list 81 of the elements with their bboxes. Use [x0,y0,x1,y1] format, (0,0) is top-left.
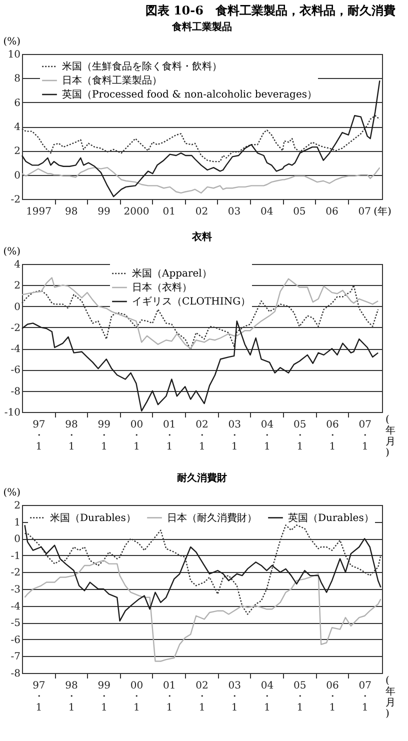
y-tick-label: -8 [10,668,20,680]
legend-label: 米国（生鮮食品を除く食料・飲料） [62,60,222,72]
x-tick-label: 01 ・ 1 [163,680,176,714]
y-tick-label: -2 [10,322,20,334]
x-tick-label: 01 ・ 1 [163,420,176,452]
x-tick-label: 02 ・ 1 [196,420,208,452]
chart-title: 衣料 [191,231,212,243]
x-tick-label: 04 [260,206,274,218]
x-tick-label: 00 ・ 1 [130,420,144,452]
x-axis-title: (年) [374,206,392,218]
legend-label: 日本（衣料） [132,282,192,294]
x-tick-label: 06 [326,206,338,218]
x-tick-label: 99 ・ 1 [98,680,110,714]
line-series [24,560,382,662]
x-tick-label: 02 ・ 1 [196,680,208,714]
x-tick-label: 98 ・ 1 [65,680,78,714]
y-tick-label: -2 [10,194,20,206]
x-tick-label: 2000 [124,206,150,218]
y-tick-label: -8 [10,386,20,398]
y-tick-label: -2 [10,568,20,579]
y-tick-label: 2 [14,146,20,158]
y-tick-label: 2 [14,500,20,512]
x-tick-label: 07 ・ 1 [358,680,372,714]
x-tick-label: 99 [98,206,110,218]
y-tick-label: -4 [10,344,20,356]
x-tick-label: 05 ・ 1 [294,420,306,452]
x-tick-label: 1997 [26,206,52,218]
y-tick-label: 2 [14,280,20,292]
x-tick-label: 06 ・ 1 [326,420,339,452]
x-tick-label: 02 [195,206,208,218]
x-tick-label: 97 ・ 1 [32,420,46,452]
legend-label: 米国（Apparel） [132,268,212,280]
y-tick-label: -5 [10,618,20,630]
line-series [21,166,380,194]
y-tick-label: 0 [14,534,20,546]
y-tick-label: -1 [10,550,20,562]
chart-title: 図表 10-6 食料工業製品，衣料品，耐久消費 [145,4,396,18]
x-axis-title: (年月) [386,414,396,458]
x-axis-title: (年月) [386,676,396,720]
x-tick-label: 03 ・ 1 [228,420,241,452]
x-tick-label: 01 [162,206,176,218]
x-tick-label: 04 ・ 1 [260,420,274,452]
x-tick-label: 07 [358,206,371,218]
y-tick-label: 6 [14,98,20,109]
y-tick-label: -10 [4,408,20,418]
chart-title: 耐久消費財 [177,472,227,484]
y-tick-label: 4 [14,122,20,133]
y-tick-label: 0 [14,302,20,313]
legend-label: イギリス（CLOTHING） [132,296,251,308]
x-tick-label: 97 ・ 1 [32,680,46,714]
x-tick-label: 06 ・ 1 [326,680,339,714]
y-tick-label: -4 [10,601,20,612]
y-tick-label: 10 [8,50,20,60]
y-tick-label: 0 [14,170,20,182]
y-tick-label: -6 [10,634,20,646]
legend-label: 日本（耐久消費財） [167,512,257,524]
chart-subtitle: 食料工業製品 [171,21,232,33]
x-tick-label: 04 ・ 1 [260,680,274,714]
y-tick-label: 4 [14,260,20,270]
legend-label: 日本（食料工業製品） [62,74,162,86]
x-tick-label: 03 [228,206,241,218]
line-series [21,320,379,412]
legend-label: 米国（Durables） [50,512,136,524]
y-axis-title: (%) [3,488,21,498]
y-tick-label: 8 [14,74,20,85]
y-tick-label: -6 [10,365,20,376]
x-tick-label: 00 ・ 1 [130,680,144,714]
x-tick-label: 98 [65,206,78,218]
x-tick-label: 07 ・ 1 [358,420,372,452]
y-axis-title: (%) [3,246,21,258]
x-tick-label: 03 ・ 1 [228,680,241,714]
y-tick-label: -3 [10,584,20,596]
y-axis-title: (%) [3,36,21,48]
x-tick-label: 05 ・ 1 [294,680,306,714]
legend-label: 英国（Processed food & non-alcoholic beverages） [62,88,317,100]
x-tick-label: 05 [293,206,306,218]
x-tick-label: 99 ・ 1 [98,420,110,452]
legend-label: 英国（Durables） [288,512,374,524]
x-tick-label: 98 ・ 1 [65,420,78,452]
y-tick-label: 1 [14,517,20,528]
y-tick-label: -7 [10,652,20,663]
